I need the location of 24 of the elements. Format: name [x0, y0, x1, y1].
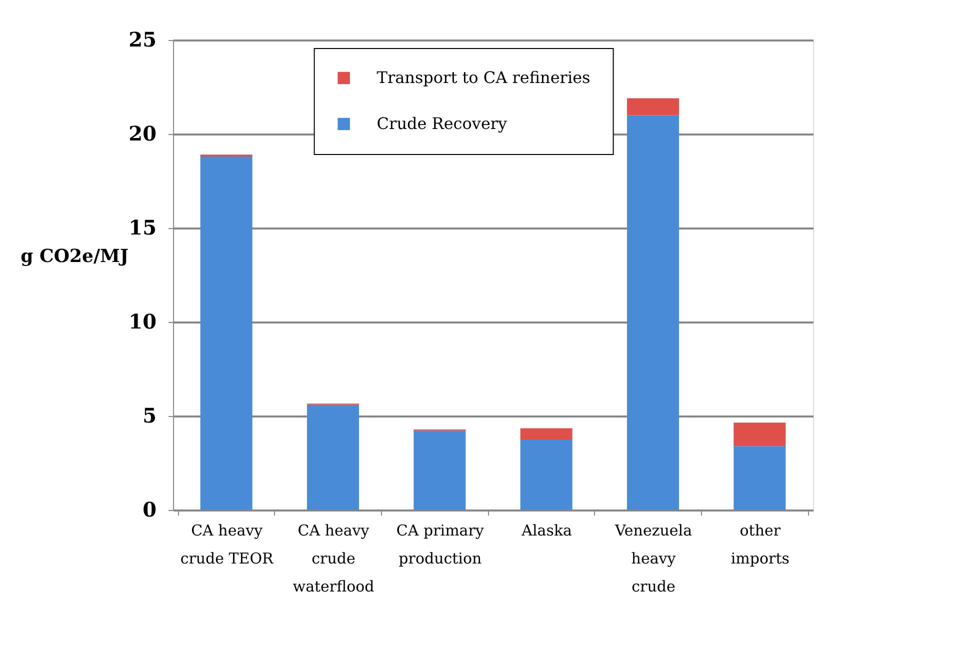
bar	[734, 422, 786, 446]
bar	[734, 446, 786, 510]
x-tick-label: Venezuela heavy crude	[614, 522, 692, 596]
bar	[200, 156, 252, 510]
x-tick-label: CA primary production	[396, 522, 484, 568]
bar	[627, 98, 679, 116]
y-tick-label: 20	[128, 122, 156, 146]
legend-label: Crude Recovery	[376, 114, 508, 133]
x-tick-label: other imports	[730, 522, 790, 568]
y-axis-title: g CO2e/MJ	[20, 246, 128, 268]
bar	[627, 115, 679, 510]
legend-label: Transport to CA refineries	[376, 68, 590, 87]
x-tick-label: CA heavy crude waterflood	[292, 522, 375, 596]
x-tick-label: Alaska	[520, 522, 572, 540]
bar	[520, 428, 572, 440]
y-tick-label: 25	[128, 28, 156, 52]
y-tick-label: 5	[142, 404, 156, 428]
y-tick-label: 0	[142, 498, 156, 522]
bar	[307, 404, 359, 510]
x-tick-label: CA heavy crude TEOR	[180, 522, 274, 568]
bar	[520, 440, 572, 510]
bar	[414, 430, 466, 510]
y-tick-label: 15	[128, 216, 156, 240]
y-tick-label: 10	[128, 310, 156, 334]
